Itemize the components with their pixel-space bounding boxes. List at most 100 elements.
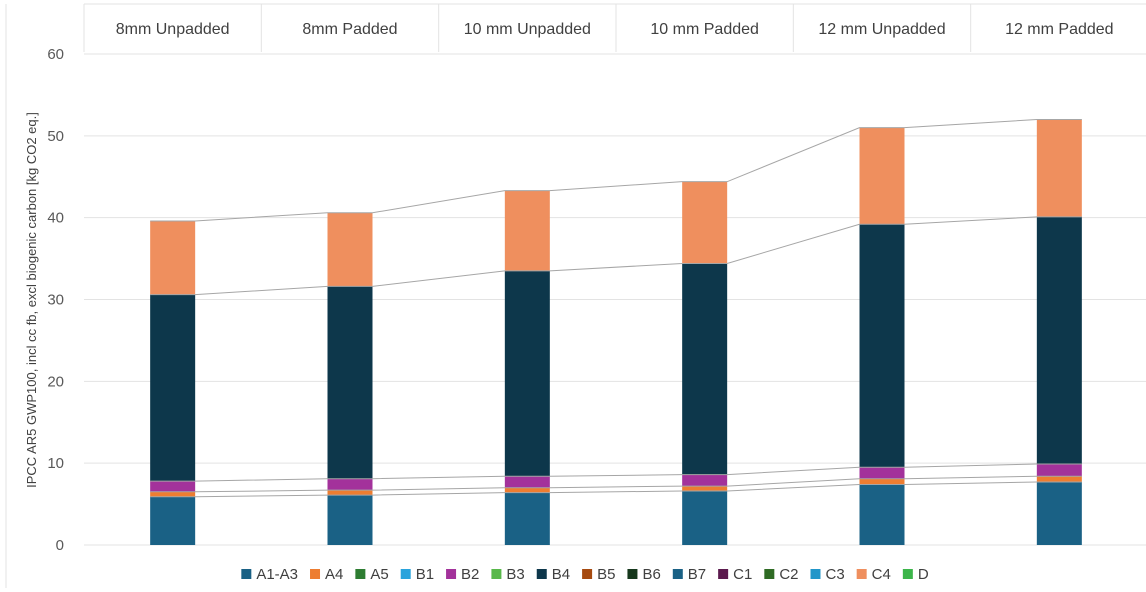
- category-label: 8mm Padded: [302, 21, 397, 38]
- legend-item-c2: C2: [764, 566, 799, 583]
- bar-segment-a1-a3: [504, 492, 550, 545]
- legend-item-b4: B4: [536, 566, 570, 583]
- legend-label: B6: [642, 566, 660, 583]
- bar-segment-a4: [1036, 476, 1082, 482]
- legend-swatch: [856, 569, 867, 579]
- bar-segment-b2: [682, 474, 728, 487]
- bar-segment-a4: [682, 486, 728, 491]
- bar-segment-b4: [682, 263, 728, 475]
- legend-swatch: [491, 569, 502, 579]
- category-label: 8mm Unpadded: [116, 21, 230, 38]
- legend-swatch: [672, 569, 683, 579]
- y-tick-label: 60: [47, 46, 64, 63]
- y-tick-label: 30: [47, 292, 64, 309]
- legend-label: B3: [506, 566, 524, 583]
- bar-segment-a4: [150, 491, 196, 497]
- legend-item-b7: B7: [672, 566, 706, 583]
- category-label: 10 mm Unpadded: [464, 21, 591, 38]
- category-label: 10 mm Padded: [650, 21, 759, 38]
- y-tick-label: 0: [56, 537, 64, 554]
- bar-segment-c4: [682, 181, 728, 264]
- legend-item-b3: B3: [491, 566, 525, 583]
- bar-segment-a1-a3: [327, 495, 373, 545]
- series-lines: [150, 118, 1082, 498]
- legend-label: B4: [552, 566, 570, 583]
- legend-label: C3: [825, 566, 844, 583]
- series-line-a4: [150, 475, 1082, 493]
- y-axis-title: IPCC AR5 GWP100, incl cc fb, excl biogen…: [24, 112, 39, 488]
- legend-item-b1: B1: [400, 566, 434, 583]
- legend-item-c4: C4: [856, 566, 891, 583]
- bar-segment-b2: [327, 478, 373, 491]
- legend-label: B7: [688, 566, 706, 583]
- bar-segment-c4: [150, 220, 196, 295]
- category-label: 12 mm Padded: [1005, 21, 1114, 38]
- bar-segment-c4: [327, 212, 373, 287]
- legend-swatch: [764, 569, 775, 579]
- series-line-a1-a3: [150, 481, 1082, 498]
- legend-swatch: [241, 569, 252, 579]
- series-line-b4: [150, 216, 1082, 296]
- legend-item-d: D: [902, 566, 929, 583]
- legend-swatch: [582, 569, 593, 579]
- bars: [150, 119, 1082, 545]
- bar-segment-b2: [150, 481, 196, 492]
- y-tick-label: 50: [47, 128, 64, 145]
- legend-item-b5: B5: [582, 566, 615, 583]
- legend-label: A4: [325, 566, 343, 583]
- bar-segment-a1-a3: [150, 496, 196, 545]
- bar-segment-a1-a3: [682, 490, 728, 545]
- bar-segment-b2: [859, 467, 905, 479]
- bar-segment-b2: [1036, 463, 1082, 477]
- legend-label: C1: [733, 566, 752, 583]
- legend-item-c3: C3: [810, 566, 845, 583]
- bar-segment-a4: [859, 478, 905, 485]
- bar-segment-b4: [150, 294, 196, 482]
- legend-swatch: [400, 569, 411, 579]
- grid-lines: [5, 4, 1146, 588]
- bar-segment-b4: [504, 270, 550, 477]
- legend-label: B5: [597, 566, 615, 583]
- legend-label: C2: [779, 566, 798, 583]
- bar-segment-b4: [1036, 216, 1082, 464]
- legend-label: A5: [370, 566, 388, 583]
- legend-swatch: [902, 569, 913, 579]
- legend-item-b6: B6: [627, 566, 661, 583]
- legend-label: C4: [872, 566, 891, 583]
- legend-label: B2: [461, 566, 479, 583]
- bar-segment-c4: [1036, 119, 1082, 217]
- legend-label: D: [918, 566, 929, 583]
- legend-item-a1-a3: A1-A3: [241, 566, 298, 583]
- legend-item-a5: A5: [355, 566, 389, 583]
- legend-swatch: [355, 569, 366, 579]
- bar-segment-b4: [327, 286, 373, 479]
- bar-segment-b4: [859, 224, 905, 468]
- series-line-b2: [150, 463, 1082, 482]
- legend-swatch: [810, 569, 821, 579]
- category-label: 12 mm Unpadded: [818, 21, 945, 38]
- bar-segment-a4: [504, 487, 550, 493]
- bar-segment-c4: [504, 190, 550, 271]
- legend-item-a4: A4: [310, 566, 343, 583]
- bar-segment-a1-a3: [859, 484, 905, 545]
- bar-segment-b2: [504, 476, 550, 488]
- legend-item-b2: B2: [446, 566, 479, 583]
- bar-segment-a1-a3: [1036, 481, 1082, 545]
- legend-swatch: [310, 569, 321, 579]
- legend-swatch: [536, 569, 547, 579]
- category-header-row: 8mm Unpadded 8mm Padded 10 mm Unpadded 10 m…: [83, 3, 1146, 52]
- legend-swatch: [627, 569, 638, 579]
- legend-swatch: [446, 569, 457, 579]
- y-tick-label: 40: [47, 210, 64, 227]
- legend-label: A1-A3: [256, 566, 298, 583]
- bar-segment-c4: [859, 127, 905, 225]
- y-tick-label: 10: [47, 455, 64, 472]
- legend-swatch: [718, 569, 729, 579]
- series-line-c4: [150, 118, 1082, 222]
- legend-item-c1: C1: [718, 566, 752, 583]
- y-tick-label: 20: [47, 373, 64, 390]
- y-axis: 0 10 20 30 40 50 60: [47, 46, 64, 554]
- legend: A1-A3 A4 A5 B1 B2 B3 B4 B5 B6 B7 C1 C2 C3 C4 D: [241, 566, 929, 583]
